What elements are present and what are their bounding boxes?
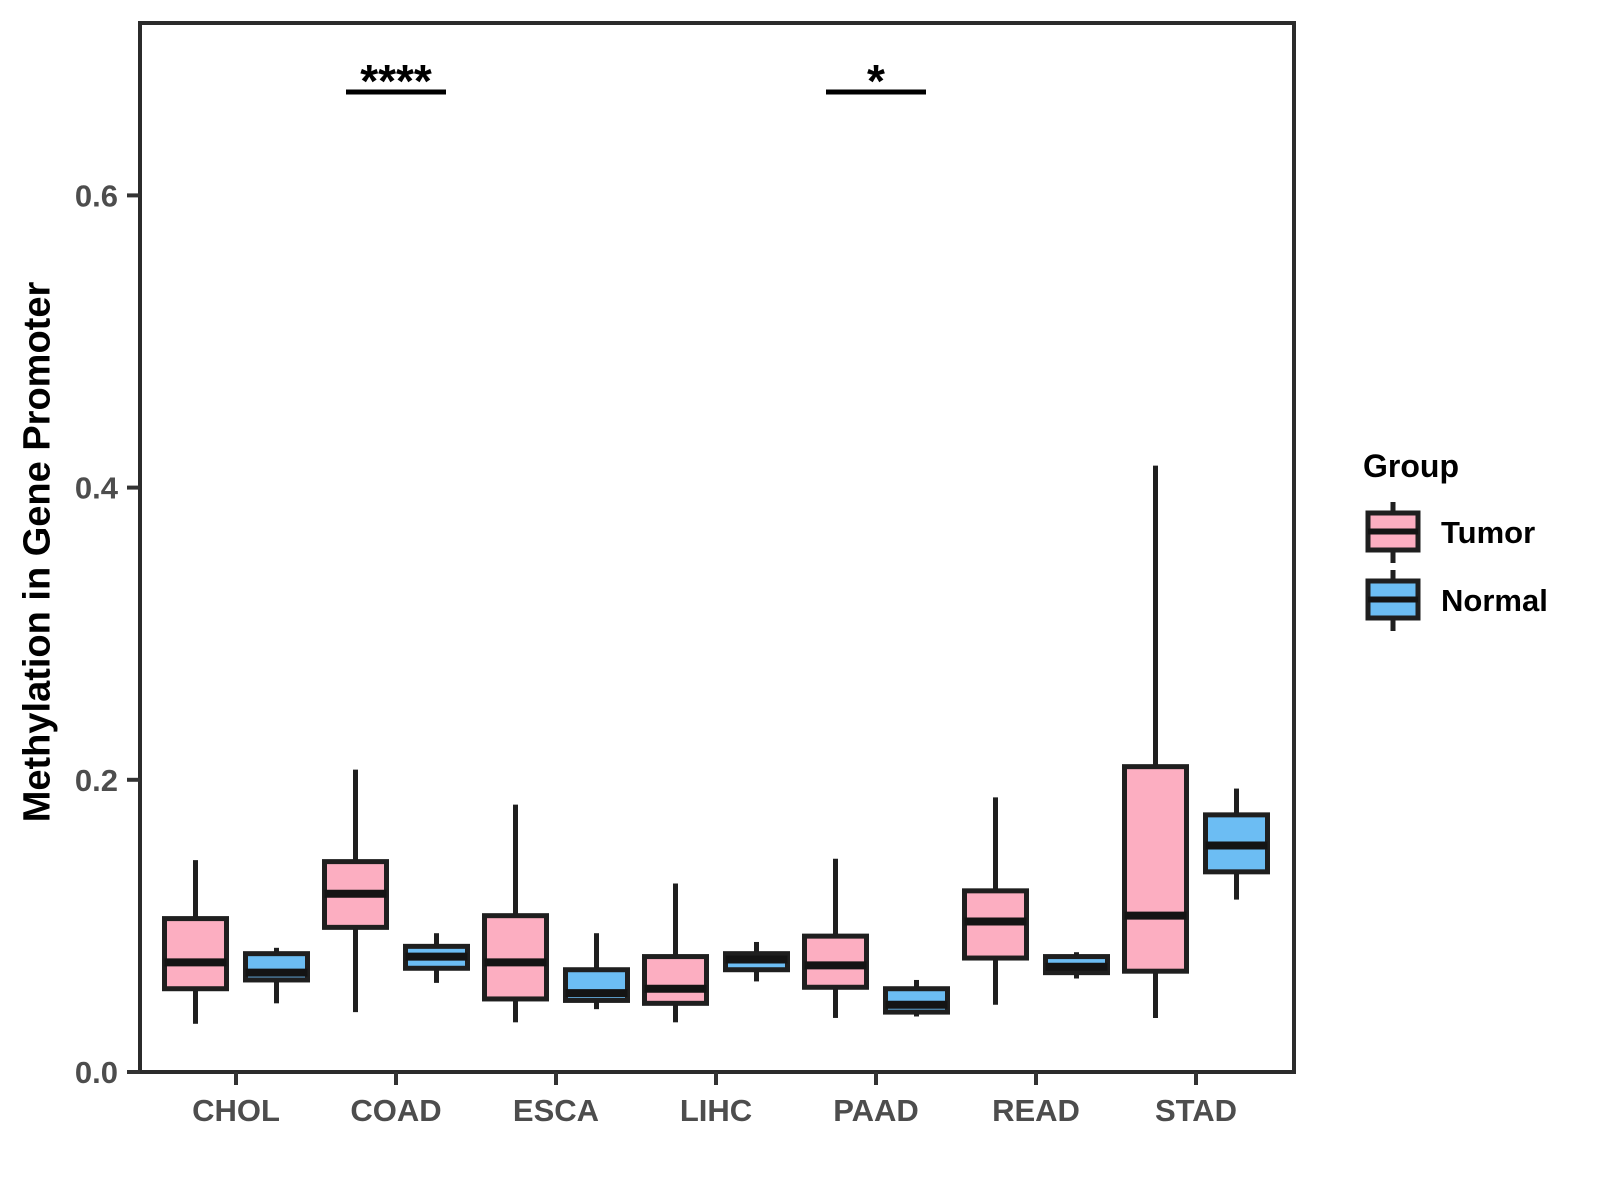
box-CHOL-Tumor <box>162 916 229 992</box>
boxplot-key-icon-tumor <box>1365 502 1421 563</box>
box-STAD-Tumor <box>1122 764 1189 974</box>
legend: Group Tumor Normal <box>1363 448 1548 635</box>
y-tick-label: 0.6 <box>75 178 118 213</box>
legend-item-normal: Normal <box>1363 567 1548 635</box>
legend-item-tumor: Tumor <box>1363 499 1548 567</box>
significance-stars-PAAD: * <box>867 55 885 107</box>
legend-label-normal: Normal <box>1441 583 1548 618</box>
x-tick-label: COAD <box>350 1093 441 1128</box>
y-tick-label: 0.2 <box>75 763 118 798</box>
x-tick-label: PAAD <box>833 1093 919 1128</box>
x-tick-label: STAD <box>1155 1093 1237 1128</box>
y-tick-label: 0.4 <box>75 471 119 506</box>
y-axis-title: Methylation in Gene Promoter <box>16 281 59 823</box>
legend-label-tumor: Tumor <box>1441 515 1536 550</box>
legend-title: Group <box>1363 448 1459 484</box>
significance-stars-COAD: **** <box>360 55 432 107</box>
box-ESCA-Tumor <box>482 913 549 1002</box>
box-LIHC-Tumor <box>642 954 709 1006</box>
plot-panel <box>138 21 1296 1074</box>
x-tick-label: LIHC <box>680 1093 752 1128</box>
y-tick-label: 0.0 <box>75 1055 118 1090</box>
x-tick-label: ESCA <box>513 1093 599 1128</box>
x-tick-label: READ <box>992 1093 1080 1128</box>
x-tick-label: CHOL <box>192 1093 280 1128</box>
boxplot-key-icon-normal <box>1365 570 1421 631</box>
